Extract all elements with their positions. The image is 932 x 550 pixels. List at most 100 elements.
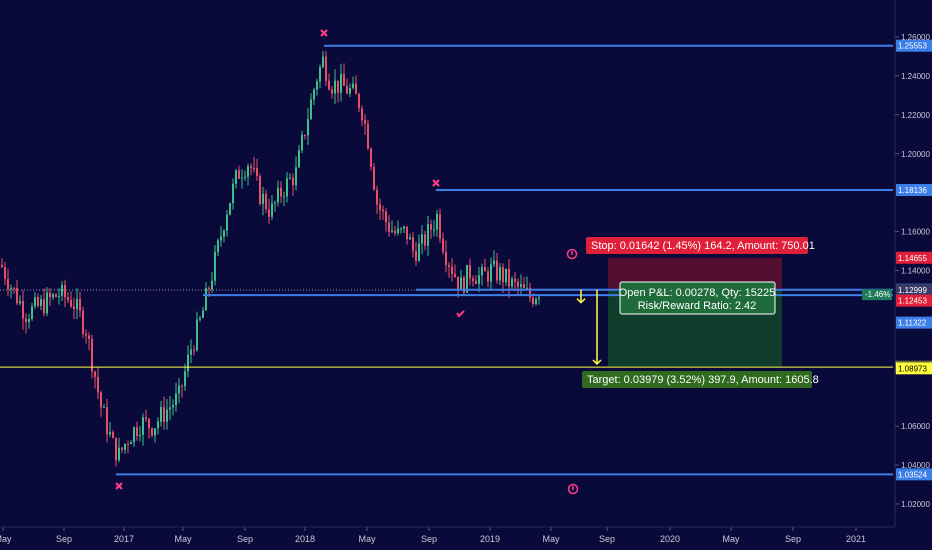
candle-body bbox=[199, 317, 201, 320]
candle-body bbox=[472, 278, 474, 281]
candle-body bbox=[253, 167, 255, 169]
level-price-label: 1.03524 bbox=[898, 470, 927, 479]
candle-body bbox=[145, 417, 147, 419]
candle-body bbox=[421, 234, 423, 244]
candle-body bbox=[298, 150, 300, 168]
candle-body bbox=[172, 405, 174, 408]
candle-body bbox=[274, 202, 276, 204]
candle-body bbox=[286, 178, 288, 197]
candle-body bbox=[247, 166, 249, 177]
candle-body bbox=[124, 443, 126, 450]
candle-body bbox=[136, 427, 138, 436]
candle-body bbox=[13, 287, 15, 289]
candle-body bbox=[325, 56, 327, 81]
price-tag bbox=[896, 294, 932, 307]
candle-body bbox=[130, 442, 132, 445]
x-tick-label: Sep bbox=[237, 534, 253, 544]
candle-body bbox=[379, 204, 381, 210]
arrow-long-head bbox=[592, 359, 602, 365]
candle-body bbox=[193, 349, 195, 351]
candle-body bbox=[508, 268, 510, 287]
candle-body bbox=[382, 209, 384, 212]
candle-body bbox=[103, 407, 105, 409]
time-axis[interactable]: May Sep 2017 May Sep 2018 May Sep 2019 May Sep 2020… bbox=[0, 526, 895, 544]
candle-body bbox=[490, 264, 492, 282]
candle-body bbox=[370, 148, 372, 167]
candle-body bbox=[388, 222, 390, 232]
candle-body bbox=[376, 189, 378, 205]
candle-body bbox=[406, 226, 408, 240]
price-tag-label: 1.14655 bbox=[898, 254, 927, 263]
candle-body bbox=[301, 134, 303, 151]
x-tick-label: May bbox=[722, 534, 740, 544]
candle-body bbox=[157, 421, 159, 429]
candle-body bbox=[493, 260, 495, 265]
candle-body bbox=[385, 211, 387, 223]
price-tag-label: 1.08973 bbox=[898, 364, 927, 373]
x-tick-label: May bbox=[0, 534, 12, 544]
candle-body bbox=[397, 228, 399, 234]
candle-body bbox=[265, 193, 267, 210]
y-tick-label: 1.16000 bbox=[901, 228, 930, 237]
candle-body bbox=[43, 299, 45, 314]
candle-body bbox=[166, 409, 168, 422]
candle-body bbox=[28, 319, 30, 323]
candle-body bbox=[361, 108, 363, 121]
price-tag bbox=[896, 283, 932, 296]
price-tag bbox=[896, 316, 932, 329]
candle-body bbox=[70, 300, 72, 307]
candle-body bbox=[115, 437, 117, 461]
candle-body bbox=[412, 237, 414, 252]
candle-body bbox=[133, 427, 135, 443]
y-tick-label: 1.22000 bbox=[901, 111, 930, 120]
candle-body bbox=[517, 281, 519, 287]
candle-body bbox=[439, 213, 441, 239]
x-tick-label: 2020 bbox=[660, 534, 680, 544]
candle-body bbox=[445, 251, 447, 266]
candle-body bbox=[511, 278, 513, 287]
candle-body bbox=[499, 267, 501, 281]
x-tick-label: Sep bbox=[785, 534, 801, 544]
candle-body bbox=[340, 74, 342, 93]
candle-body bbox=[184, 371, 186, 387]
candle-body bbox=[163, 407, 165, 422]
x-tick-label: 2018 bbox=[295, 534, 315, 544]
candle-body bbox=[262, 193, 264, 204]
candle-body bbox=[427, 224, 429, 246]
candle-body bbox=[475, 280, 477, 284]
candle-body bbox=[349, 87, 351, 94]
candle-body bbox=[106, 407, 108, 435]
candle-body bbox=[49, 292, 51, 298]
candle-body bbox=[310, 99, 312, 120]
candle-body bbox=[16, 288, 18, 304]
x-tick-label: 2021 bbox=[846, 534, 866, 544]
candle-body bbox=[481, 267, 483, 276]
candle-body bbox=[214, 251, 216, 281]
candle-body bbox=[118, 447, 120, 461]
candle-body bbox=[394, 230, 396, 234]
x-tick-label: May bbox=[542, 534, 560, 544]
candle-body bbox=[502, 267, 504, 283]
price-axis[interactable]: 1.26000 1.24000 1.22000 1.20000 1.16000 1.140… bbox=[862, 0, 932, 527]
x-tick-label: May bbox=[174, 534, 192, 544]
candle-body bbox=[505, 268, 507, 283]
y-tick-label: 1.20000 bbox=[901, 150, 930, 159]
candle-body bbox=[112, 432, 114, 438]
candle-body bbox=[532, 297, 534, 304]
candle-body bbox=[55, 294, 57, 297]
price-tag-label: 1.12999 bbox=[898, 286, 927, 295]
candle-body bbox=[127, 443, 129, 445]
candle-body bbox=[523, 284, 525, 288]
candle-body bbox=[322, 56, 324, 68]
candle-body bbox=[178, 385, 180, 394]
candle-body bbox=[520, 284, 522, 287]
candle-body bbox=[244, 176, 246, 178]
candle-body bbox=[337, 80, 339, 93]
candles bbox=[1, 50, 540, 467]
candle-body bbox=[454, 274, 456, 277]
candle-body bbox=[154, 428, 156, 436]
price-tag bbox=[896, 362, 932, 375]
y-tick-label: 1.06000 bbox=[901, 422, 930, 431]
